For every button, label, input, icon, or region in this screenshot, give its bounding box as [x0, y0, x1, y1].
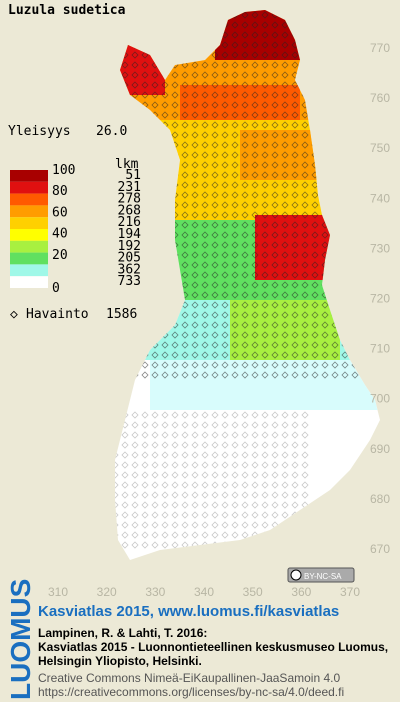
citation-line: Lampinen, R. & Lahti, T. 2016:: [38, 626, 207, 640]
legend-count: 51: [125, 168, 141, 183]
license-badge-text: BY-NC-SA: [304, 572, 342, 581]
legend-swatch: [10, 276, 48, 288]
legend-count: 278: [118, 192, 141, 207]
logo: LUOMUS: [5, 579, 36, 700]
legend-swatch: [10, 229, 48, 241]
x-axis-label: 360: [291, 585, 311, 599]
citation-line: Helsingin Yliopisto, Helsinki.: [38, 654, 202, 668]
observation-count: 1586: [106, 307, 137, 322]
legend-swatch: [10, 252, 48, 265]
license-line[interactable]: https://creativecommons.org/licenses/by-…: [38, 685, 344, 699]
x-axis-label: 330: [145, 585, 165, 599]
x-axis-label: 320: [97, 585, 117, 599]
x-axis-label: 340: [194, 585, 214, 599]
x-axis-label: 310: [48, 585, 68, 599]
y-axis-label: 730: [370, 241, 390, 255]
y-axis-label: 710: [370, 342, 390, 356]
footer-link[interactable]: Kasviatlas 2015, www.luomus.fi/kasviatla…: [38, 603, 339, 620]
legend-swatch: [10, 205, 48, 218]
y-axis-label: 770: [370, 41, 390, 55]
y-axis-label: 720: [370, 292, 390, 306]
y-axis-label: 750: [370, 141, 390, 155]
legend-swatch: [10, 193, 48, 206]
legend-scale-label: 60: [52, 205, 68, 220]
legend-count: 216: [118, 215, 141, 230]
citation-line: Kasviatlas 2015 - Luonnontieteellinen ke…: [38, 640, 388, 654]
legend-scale-label: 100: [52, 163, 75, 178]
x-axis-label: 370: [340, 585, 360, 599]
legend-scale-label: 0: [52, 281, 60, 296]
legend-count: 268: [118, 203, 141, 218]
legend-count: 194: [118, 227, 142, 242]
frequency-label: Yleisyys: [8, 124, 71, 139]
y-axis-label: 690: [370, 442, 390, 456]
species-title: Luzula sudetica: [8, 3, 126, 18]
observation-marker: ◇: [10, 307, 18, 322]
legend-scale-label: 20: [52, 248, 68, 263]
legend-count: 205: [118, 251, 141, 266]
axes: 310 320 330 340 350 360 370 770 760 750 740 730 720 7…: [48, 41, 390, 599]
legend-swatch: [10, 170, 48, 182]
legend-swatch: [10, 240, 48, 253]
y-axis-label: 670: [370, 542, 390, 556]
legend-count: 362: [118, 262, 141, 277]
legend-swatch: [10, 217, 48, 229]
legend-scale-label: 40: [52, 227, 68, 242]
legend-swatch: [10, 264, 48, 277]
legend-count: 192: [118, 239, 141, 254]
y-axis-label: 700: [370, 392, 390, 406]
observation-label: Havainto: [26, 307, 89, 322]
y-axis-label: 760: [370, 91, 390, 105]
license-line: Creative Commons Nimeä-EiKaupallinen-Jaa…: [38, 671, 340, 685]
frequency-value: 26.0: [96, 124, 127, 139]
legend-count: 733: [118, 274, 141, 289]
x-axis-label: 350: [243, 585, 263, 599]
legend-count: 231: [118, 180, 141, 195]
legend-scale-label: 80: [52, 184, 68, 199]
count-header: lkm: [115, 157, 139, 172]
license-badge: BY-NC-SA: [287, 567, 355, 583]
legend-swatch: [10, 181, 48, 194]
y-axis-label: 740: [370, 191, 390, 205]
y-axis-label: 680: [370, 492, 390, 506]
